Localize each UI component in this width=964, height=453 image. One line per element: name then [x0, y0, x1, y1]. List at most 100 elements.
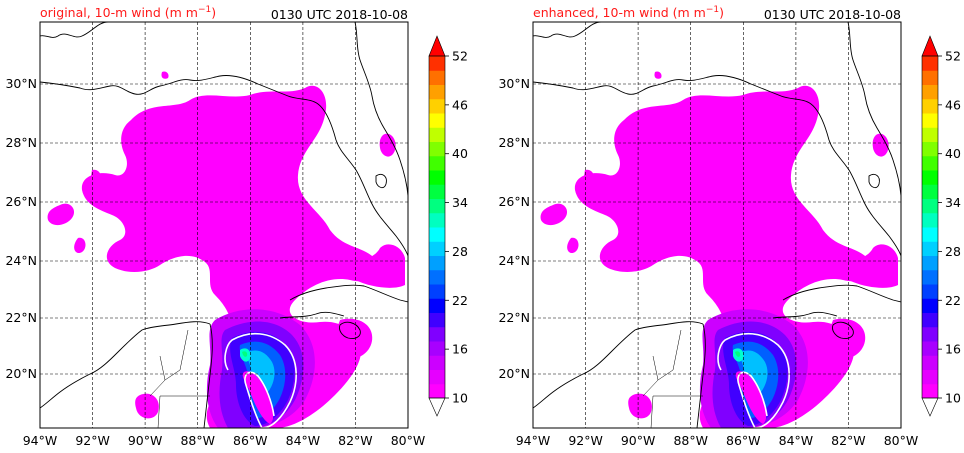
- colorbar-label: 46: [452, 97, 468, 112]
- svg-text:24°N: 24°N: [5, 253, 37, 268]
- svg-text:82°W: 82°W: [831, 433, 866, 448]
- colorbar-bin: [429, 84, 445, 100]
- colorbar-bin: [922, 383, 938, 399]
- colorbar-bin: [429, 255, 445, 271]
- colorbar: 52 46 40 34 28 22 16 10: [921, 35, 961, 417]
- svg-text:88°W: 88°W: [180, 433, 215, 448]
- svg-text:30°N: 30°N: [498, 76, 530, 91]
- colorbar-extend-max: [428, 35, 446, 57]
- svg-text:28°N: 28°N: [498, 135, 530, 150]
- colorbar-bin: [429, 341, 445, 356]
- colorbar-label: 22: [945, 293, 961, 308]
- colorbar-bin: [922, 113, 938, 128]
- colorbar-label: 46: [945, 97, 961, 112]
- colorbar-label: 52: [945, 49, 961, 64]
- svg-text:86°W: 86°W: [233, 433, 268, 448]
- colorbar-label: 10: [945, 391, 961, 406]
- colorbar-bin: [922, 355, 938, 370]
- colorbar-bin: [922, 170, 938, 185]
- colorbar-bin: [429, 155, 445, 171]
- colorbar-bin: [429, 355, 445, 370]
- svg-text:82°W: 82°W: [338, 433, 373, 448]
- colorbar-bin: [922, 141, 938, 157]
- svg-text:24°N: 24°N: [498, 253, 530, 268]
- colorbar-bin: [429, 70, 445, 85]
- panel-title: original, 10-m wind (m m−1): [40, 5, 216, 20]
- svg-text:90°W: 90°W: [621, 433, 656, 448]
- map-frame: [39, 21, 409, 429]
- svg-text:94°W: 94°W: [516, 433, 551, 448]
- colorbar-bin: [429, 141, 445, 157]
- colorbar-bin: [429, 184, 445, 199]
- panel-enhanced: enhanced, 10-m wind (m m−1) 0130 UTC 201…: [498, 5, 960, 448]
- colorbar-bin: [429, 98, 445, 114]
- colorbar-bin: [429, 298, 445, 313]
- colorbar-label: 22: [452, 293, 468, 308]
- colorbar-bin: [922, 212, 938, 228]
- colorbar-frame: [921, 55, 939, 399]
- colorbar-label: 40: [945, 146, 961, 161]
- colorbar: 52 46 40 34 28 22 16 10: [428, 35, 468, 417]
- lon-labels: 94°W 92°W 90°W 88°W 86°W 84°W 82°W 80°W: [516, 433, 919, 448]
- colorbar-bin: [922, 184, 938, 199]
- colorbar-bin: [429, 198, 445, 214]
- svg-text:94°W: 94°W: [23, 433, 58, 448]
- panel-timestamp: 0130 UTC 2018-10-08: [271, 7, 408, 22]
- colorbar-bin: [922, 284, 938, 299]
- colorbar-bin: [429, 56, 445, 71]
- colorbar-bin: [922, 255, 938, 271]
- panel-original: original, 10-m wind (m m−1) 0130 UTC 201…: [5, 5, 467, 448]
- colorbar-label: 10: [452, 391, 468, 406]
- colorbar-bin: [429, 284, 445, 299]
- svg-text:90°W: 90°W: [128, 433, 163, 448]
- svg-text:26°N: 26°N: [5, 194, 37, 209]
- colorbar-label: 16: [945, 342, 961, 357]
- colorbar-label: 16: [452, 342, 468, 357]
- colorbar-bin: [922, 84, 938, 100]
- lon-labels: 94°W 92°W 90°W 88°W 86°W 84°W 82°W 80°W: [23, 433, 426, 448]
- colorbar-bin: [922, 241, 938, 256]
- colorbar-bin: [922, 369, 938, 385]
- colorbar-extend-min: [428, 397, 446, 417]
- svg-text:92°W: 92°W: [75, 433, 110, 448]
- colorbar-bin: [922, 98, 938, 114]
- colorbar-bin: [922, 326, 938, 342]
- colorbar-bin: [922, 341, 938, 356]
- svg-text:88°W: 88°W: [673, 433, 708, 448]
- colorbar-bin: [429, 212, 445, 228]
- colorbar-label: 28: [945, 244, 961, 259]
- colorbar-bin: [429, 312, 445, 328]
- colorbar-label: 52: [452, 49, 468, 64]
- svg-text:30°N: 30°N: [5, 76, 37, 91]
- colorbar-bin: [429, 241, 445, 256]
- svg-text:22°N: 22°N: [498, 310, 530, 325]
- svg-text:26°N: 26°N: [498, 194, 530, 209]
- colorbar-bin: [429, 227, 445, 242]
- colorbar-bin: [429, 383, 445, 399]
- colorbar-label: 34: [452, 195, 468, 210]
- svg-text:86°W: 86°W: [726, 433, 761, 448]
- panel-timestamp: 0130 UTC 2018-10-08: [764, 7, 901, 22]
- colorbar-bin: [429, 369, 445, 385]
- colorbar-bin: [922, 56, 938, 71]
- colorbar-extend-max: [921, 35, 939, 57]
- colorbar-bin: [429, 269, 445, 285]
- svg-text:28°N: 28°N: [5, 135, 37, 150]
- colorbar-bin: [922, 155, 938, 171]
- colorbar-bin: [922, 312, 938, 328]
- colorbar-extend-min: [921, 397, 939, 417]
- svg-text:80°W: 80°W: [391, 433, 426, 448]
- lat-labels: 30°N 28°N 26°N 24°N 22°N 20°N: [498, 76, 530, 381]
- colorbar-bin: [429, 326, 445, 342]
- colorbar-label: 40: [452, 146, 468, 161]
- colorbar-bin: [922, 269, 938, 285]
- colorbar-label: 28: [452, 244, 468, 259]
- colorbar-bin: [922, 198, 938, 214]
- colorbar-bin: [429, 127, 445, 142]
- svg-text:20°N: 20°N: [5, 366, 37, 381]
- lat-labels: 30°N 28°N 26°N 24°N 22°N 20°N: [5, 76, 37, 381]
- colorbar-bin: [429, 113, 445, 128]
- svg-text:80°W: 80°W: [884, 433, 919, 448]
- svg-text:20°N: 20°N: [498, 366, 530, 381]
